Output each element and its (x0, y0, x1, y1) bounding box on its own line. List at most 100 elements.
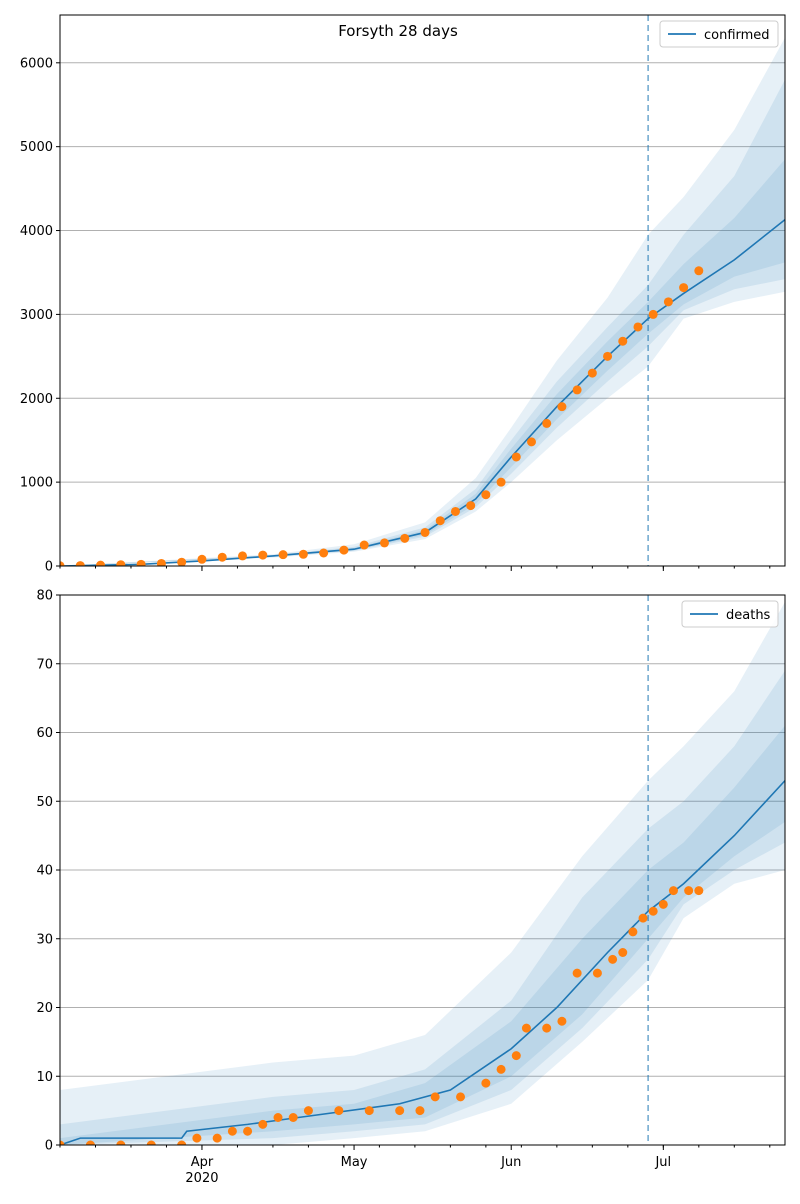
legend-label: deaths (726, 608, 771, 623)
y-tick-label: 30 (36, 932, 53, 947)
observed-point (116, 560, 126, 566)
y-tick-label: 40 (36, 864, 53, 879)
observed-point (557, 402, 567, 412)
observed-point (197, 554, 207, 564)
observed-point (379, 538, 389, 548)
observed-point (60, 561, 65, 566)
observed-point (177, 557, 187, 566)
observed-point (96, 560, 106, 566)
observed-point (668, 886, 678, 896)
observed-point (572, 968, 582, 978)
observed-point (258, 1119, 268, 1129)
observed-point (364, 1106, 374, 1116)
observed-point (511, 1051, 521, 1061)
axes-frame (59, 14, 786, 567)
observed-point (288, 1113, 298, 1122)
observed-point (75, 561, 85, 566)
observed-point (618, 948, 628, 957)
observed-point (60, 1140, 65, 1145)
observed-point (192, 1133, 202, 1143)
y-tick-label: 2000 (20, 392, 53, 407)
model-line (60, 219, 785, 566)
observed-point (466, 501, 476, 511)
band-outer (60, 601, 785, 1145)
observed-point (694, 886, 704, 896)
y-tick-label: 3000 (20, 308, 53, 323)
y-tick-label: 0 (45, 560, 53, 575)
observed-point (572, 385, 582, 395)
observed-point (212, 1133, 222, 1143)
observed-point (663, 297, 673, 307)
x-tick-label: May (341, 1155, 368, 1170)
observed-point (638, 913, 648, 923)
observed-point (217, 552, 227, 562)
legend-box (681, 600, 779, 628)
observed-point (177, 1140, 187, 1145)
observed-point (603, 351, 613, 361)
observed-point (420, 527, 430, 537)
observed-point (273, 1113, 283, 1122)
observed-point (587, 368, 597, 378)
observed-point (496, 477, 506, 487)
band-outer (60, 37, 785, 566)
y-tick-label: 10 (36, 1070, 53, 1085)
band-middle (60, 79, 785, 566)
observed-point (648, 309, 658, 319)
y-tick-label: 4000 (20, 224, 53, 239)
observed-point (557, 1016, 567, 1026)
observed-point (258, 550, 268, 560)
observed-point (628, 927, 638, 937)
observed-point (511, 452, 521, 462)
x-tick-label: Jul (654, 1155, 671, 1170)
observed-point (694, 266, 704, 276)
observed-point (359, 540, 369, 550)
observed-point (481, 490, 491, 500)
observed-point (542, 1023, 552, 1033)
y-tick-label: 70 (36, 657, 53, 672)
observed-point (303, 1106, 313, 1116)
observed-point (156, 558, 166, 566)
observed-point (395, 1106, 405, 1116)
observed-point (658, 899, 668, 909)
observed-point (521, 1023, 531, 1033)
observed-point (648, 906, 658, 916)
legend-box (659, 20, 779, 48)
observed-point (527, 437, 537, 447)
observed-point (243, 1126, 253, 1136)
observed-point (334, 1106, 344, 1116)
observed-point (481, 1078, 491, 1088)
band-inner (60, 725, 785, 1145)
observed-point (146, 1140, 156, 1145)
legend-label: confirmed (704, 28, 770, 43)
y-tick-label: 5000 (20, 140, 53, 155)
observed-point (496, 1064, 506, 1074)
y-tick-label: 20 (36, 1001, 53, 1016)
observed-point (633, 322, 643, 332)
observed-point (592, 968, 602, 978)
x-tick-sublabel: 2020 (185, 1171, 218, 1186)
y-tick-label: 0 (45, 1139, 53, 1154)
observed-point (450, 506, 460, 516)
observed-point (430, 1092, 440, 1102)
y-tick-label: 6000 (20, 56, 53, 71)
observed-point (684, 886, 694, 896)
observed-point (608, 954, 618, 964)
plot-area (60, 37, 785, 566)
y-tick-label: 80 (36, 589, 53, 604)
figure-title: Forsyth 28 days (338, 22, 458, 40)
observed-point (319, 548, 329, 558)
plot-area (60, 601, 785, 1145)
observed-point (415, 1106, 425, 1116)
x-tick-label: Jun (500, 1155, 521, 1170)
observed-point (456, 1092, 466, 1102)
observed-point (136, 559, 146, 566)
observed-point (298, 549, 308, 559)
observed-point (679, 283, 689, 293)
confirmed-chart: 0 1000 2000 3000 4000 5000 6000 confirmed (20, 14, 786, 575)
observed-point (227, 1126, 237, 1136)
observed-point (238, 551, 248, 561)
observed-point (542, 418, 552, 428)
